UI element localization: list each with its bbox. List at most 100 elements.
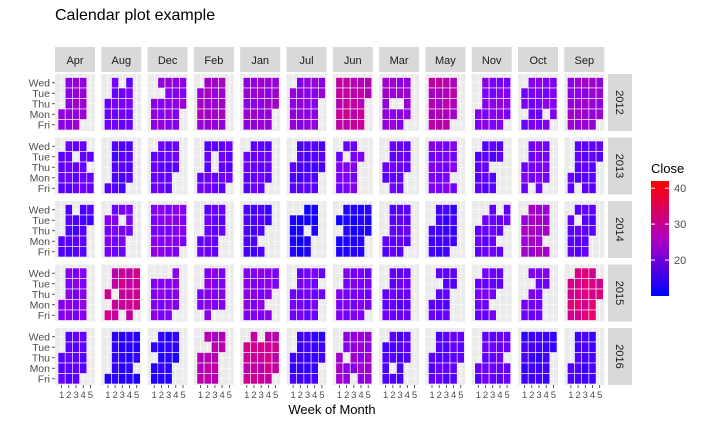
x-tick-label: 3 <box>351 390 356 401</box>
heat-tile <box>164 373 173 385</box>
heat-tile <box>317 331 326 343</box>
x-tick-label: 1 <box>568 390 573 401</box>
heat-tile <box>118 182 127 194</box>
heat-tile <box>218 87 226 99</box>
heat-tile <box>581 172 590 184</box>
heat-tile <box>125 161 134 173</box>
heat-tile <box>449 204 458 216</box>
heat-tile <box>250 331 258 343</box>
heat-tile <box>342 108 351 120</box>
heat-tile <box>125 119 134 131</box>
heat-tile <box>118 235 127 247</box>
heat-tile <box>264 151 273 163</box>
heat-tile <box>428 77 436 89</box>
heat-tile <box>566 288 575 300</box>
heat-tile <box>164 77 173 89</box>
heat-tile <box>495 151 504 163</box>
heat-tile <box>357 77 365 89</box>
heat-tile <box>257 299 266 311</box>
heat-tile <box>542 161 551 173</box>
heat-tile <box>79 309 88 321</box>
x-tick-label: 4 <box>358 390 363 401</box>
heat-tile <box>428 309 436 321</box>
heat-tile <box>150 204 159 216</box>
heat-tile <box>435 299 444 311</box>
heat-tile <box>335 214 344 226</box>
heat-tile <box>535 288 543 300</box>
heat-tile <box>342 140 351 152</box>
heat-tile <box>218 225 226 237</box>
heat-tile <box>164 204 173 216</box>
heat-tile <box>72 172 80 184</box>
heat-tile <box>481 119 490 131</box>
heat-tile <box>488 341 497 353</box>
heat-tile <box>342 373 351 385</box>
heat-tile <box>264 373 273 385</box>
heat-tile <box>271 362 280 374</box>
heat-tile <box>118 151 127 163</box>
strip-label-dec: Dec <box>158 55 178 67</box>
heat-tile <box>296 172 305 184</box>
heat-tile <box>171 299 180 311</box>
heat-tile <box>125 151 134 163</box>
heat-tile <box>264 172 273 184</box>
heat-tile <box>257 362 266 374</box>
heat-tile <box>264 267 273 279</box>
heat-tile <box>527 362 536 374</box>
heat-tile <box>164 108 173 120</box>
x-tick-label: 3 <box>583 390 588 401</box>
heat-tile <box>203 214 212 226</box>
heat-tile <box>79 235 88 247</box>
heat-tile <box>520 299 529 311</box>
heat-tile <box>296 299 305 311</box>
heat-tile <box>381 352 390 364</box>
heat-tile <box>381 288 390 300</box>
heat-tile <box>218 119 226 131</box>
heat-tile <box>72 278 80 290</box>
heat-tile <box>527 214 536 226</box>
panel-2012-jan <box>240 74 281 131</box>
x-tick-label: 1 <box>244 390 249 401</box>
heat-tile <box>125 98 134 110</box>
heat-tile <box>203 362 212 374</box>
heat-tile <box>179 235 187 247</box>
heat-tile <box>581 98 590 110</box>
heat-tile <box>271 98 280 110</box>
heat-tile <box>449 214 458 226</box>
heat-tile <box>396 214 404 226</box>
heat-tile <box>495 278 504 290</box>
x-tick-label: 3 <box>536 390 541 401</box>
strip-2013 <box>608 137 632 195</box>
x-tick-label: 4 <box>173 390 178 401</box>
heat-tile <box>442 151 451 163</box>
heat-tile <box>171 331 180 343</box>
heat-tile <box>435 98 444 110</box>
heat-tile <box>381 341 390 353</box>
heat-tile <box>396 119 404 131</box>
heat-tile <box>581 309 590 321</box>
heat-tile <box>588 309 597 321</box>
heat-tile <box>442 161 451 173</box>
heat-tile <box>388 140 397 152</box>
heat-tile <box>335 119 344 131</box>
heat-tile <box>574 77 582 89</box>
heat-tile <box>64 214 73 226</box>
x-tick-label: 5 <box>504 390 509 401</box>
heat-tile <box>196 288 205 300</box>
heat-tile <box>271 352 280 364</box>
heat-tile <box>449 225 458 237</box>
heat-tile <box>250 204 258 216</box>
heat-tile <box>250 151 258 163</box>
heat-tile <box>303 108 312 120</box>
heat-tile <box>388 77 397 89</box>
heat-tile <box>164 309 173 321</box>
panel-2016-jan <box>240 328 281 385</box>
heat-tile <box>164 214 173 226</box>
heat-tile <box>396 288 404 300</box>
heat-tile <box>335 362 344 374</box>
heat-tile <box>296 331 305 343</box>
heat-tile <box>250 373 258 385</box>
heat-tile <box>442 119 451 131</box>
